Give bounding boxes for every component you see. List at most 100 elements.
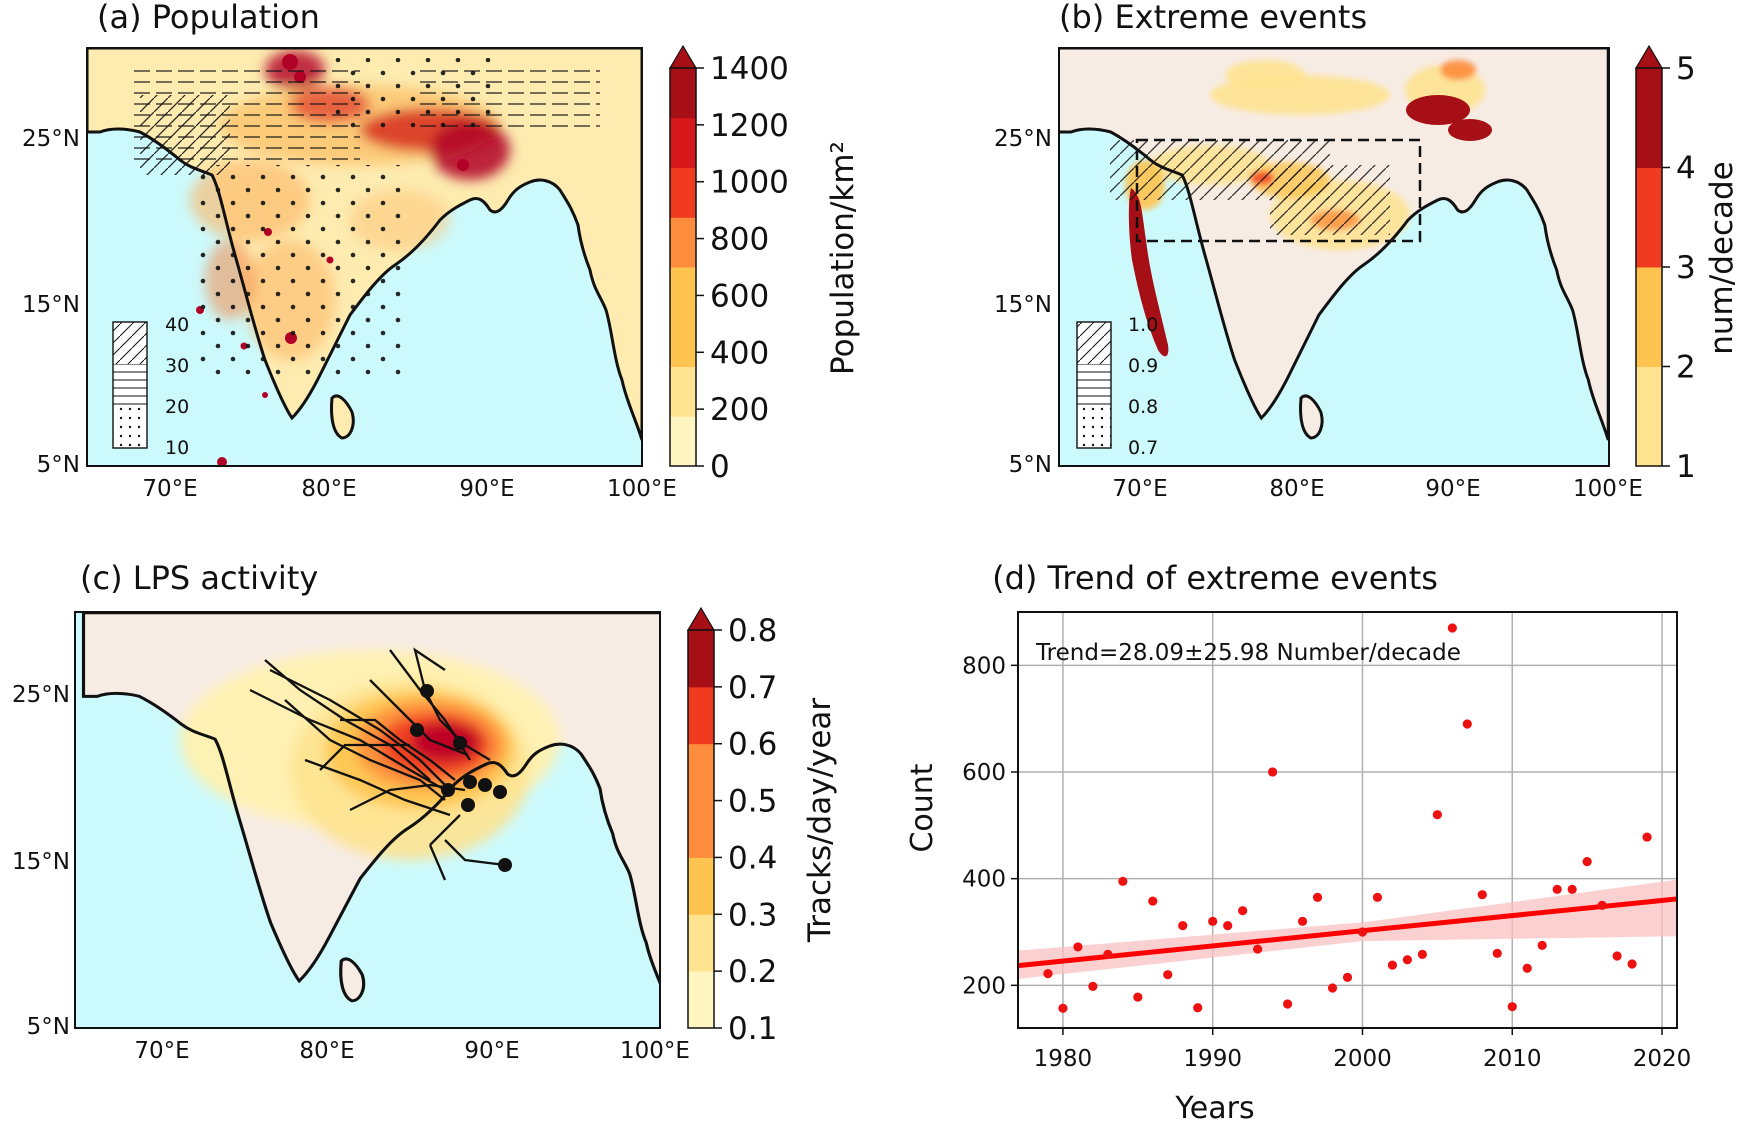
data-point [1178, 921, 1188, 931]
colorbar-b-segment [1636, 366, 1662, 467]
y-tick-label: 600 [962, 760, 1006, 786]
c-lat-5: 5°N [27, 1014, 70, 1040]
colorbar-c-tick: 0.6 [728, 727, 777, 763]
confidence-band [1018, 879, 1677, 979]
colorbar-a-tick: 1200 [710, 108, 789, 144]
x-axis-label: Years [1174, 1091, 1254, 1125]
c-lon-90: 90°E [464, 1038, 519, 1064]
colorbar-a-tick: 0 [710, 449, 730, 485]
panel-d-title: (d) Trend of extreme events [992, 559, 1438, 597]
c-lon-70: 70°E [134, 1038, 189, 1064]
legend-a-tick-2: 20 [165, 396, 189, 418]
colorbar-b-tick: 1 [1676, 449, 1696, 485]
colorbar-c-frame [687, 629, 715, 1029]
data-point [1238, 906, 1248, 916]
panel-a-population-map: 40 30 20 10 (a) Population 25°N 15°N 5°N… [22, 0, 861, 502]
data-point [1447, 623, 1457, 633]
data-point [1582, 857, 1592, 867]
data-point [1402, 955, 1413, 965]
c-lon-100: 100°E [620, 1038, 690, 1064]
data-point [1612, 951, 1622, 961]
trend-line [1017, 896, 1678, 969]
colorbar-c-tick: 0.5 [728, 784, 777, 820]
colorbar-a: 0 200 400 600 800 1000 1200 1400 [668, 44, 789, 485]
data-point [1417, 949, 1427, 960]
data-point [1357, 927, 1368, 937]
colorbar-c-segment [688, 630, 714, 688]
data-point [1597, 900, 1607, 910]
colorbar-c-label: Tracks/day/year [802, 698, 838, 944]
x-tick-label: 1990 [1183, 1046, 1242, 1072]
legend-b-tick-0: 1.0 [1128, 314, 1158, 336]
x-tick-label: 1980 [1034, 1046, 1093, 1072]
data-point [1297, 916, 1308, 926]
data-point [1627, 959, 1637, 969]
data-point [1193, 1003, 1203, 1013]
map-b-hatch-legend: 1.0 0.9 0.8 0.7 [1076, 314, 1158, 459]
colorbar-b-label: num/decade [1704, 161, 1740, 354]
colorbar-b: 1 2 3 4 5 [1634, 44, 1696, 485]
data-point [1372, 892, 1383, 902]
colorbar-a-tick: 1000 [710, 165, 789, 201]
data-point [1327, 983, 1338, 993]
data-point [1432, 810, 1442, 820]
colorbar-c-extend-arrow [686, 606, 716, 631]
b-lon-70: 70°E [1112, 476, 1167, 502]
x-tick-label: 2010 [1483, 1046, 1542, 1072]
trend-plot-area: 1980 1990 2000 2010 2020 200 400 600 800 Trend=28… [962, 611, 1692, 1072]
colorbar-a-tick: 200 [710, 392, 769, 428]
panel-c-title: (c) LPS activity [80, 559, 318, 597]
data-point [1118, 876, 1128, 886]
colorbar-b-segment [1636, 267, 1662, 367]
data-point [1148, 896, 1158, 906]
colorbar-c-tick: 0.3 [728, 897, 777, 933]
y-axis-label: Count [905, 763, 940, 852]
colorbar-b-tick: 4 [1676, 151, 1696, 187]
panel-a-title: (a) Population [97, 0, 320, 36]
colorbar-c: 0.1 0.2 0.3 0.4 0.5 0.6 0.7 0.8 [686, 606, 777, 1047]
x-tick-label: 2020 [1633, 1046, 1692, 1072]
panel-b-title: (b) Extreme events [1059, 0, 1367, 36]
map-b-northeast-hotspot-2 [1448, 119, 1492, 141]
data-point [1088, 981, 1098, 992]
legend-a-tick-0: 40 [165, 314, 189, 336]
colorbar-c-segment [688, 914, 714, 972]
plot-frame [1017, 611, 1678, 1029]
colorbar-a-label: Population/km² [825, 141, 861, 375]
colorbar-a-segment [670, 366, 696, 417]
data-point [1312, 892, 1323, 902]
map-c-lps-tracks [249, 647, 506, 881]
map-b-west-coast-band [1128, 188, 1169, 357]
colorbar-b-extend-arrow [1634, 44, 1664, 69]
map-a-frame [86, 47, 643, 467]
data-point [1387, 960, 1398, 970]
map-b-frame [1058, 47, 1610, 467]
colorbar-a-segment [670, 217, 696, 268]
y-tick-label: 800 [962, 653, 1006, 679]
colorbar-a-tick: 600 [710, 278, 769, 314]
data-point [1133, 992, 1143, 1002]
data-point [1073, 942, 1083, 952]
data-point [1537, 940, 1547, 950]
y-tick-label: 400 [962, 867, 1006, 893]
data-point [1507, 1002, 1517, 1012]
data-point [1163, 970, 1173, 980]
legend-b-tick-1: 0.9 [1128, 355, 1158, 377]
panel-c-lps-activity-map: (c) LPS activity 25°N 15°N 5°N 70°E 80°E… [12, 559, 838, 1064]
colorbar-c-tick: 0.4 [728, 840, 777, 876]
colorbar-c-segment [688, 743, 714, 802]
colorbar-c-tick: 0.8 [728, 613, 777, 649]
data-point [1103, 949, 1113, 960]
map-c-frame [74, 611, 661, 1029]
a-lon-80: 80°E [301, 476, 356, 502]
b-lon-80: 80°E [1269, 476, 1324, 502]
legend-b-tick-2: 0.8 [1128, 396, 1158, 418]
y-tick-label: 200 [962, 973, 1006, 999]
c-lat-15: 15°N [12, 849, 70, 875]
a-lat-5: 5°N [37, 452, 80, 478]
data-point [1522, 963, 1532, 973]
colorbar-b-tick: 3 [1676, 250, 1696, 286]
c-lat-25: 25°N [12, 682, 70, 708]
data-point [1058, 1003, 1068, 1013]
colorbar-b-segment [1636, 68, 1662, 168]
